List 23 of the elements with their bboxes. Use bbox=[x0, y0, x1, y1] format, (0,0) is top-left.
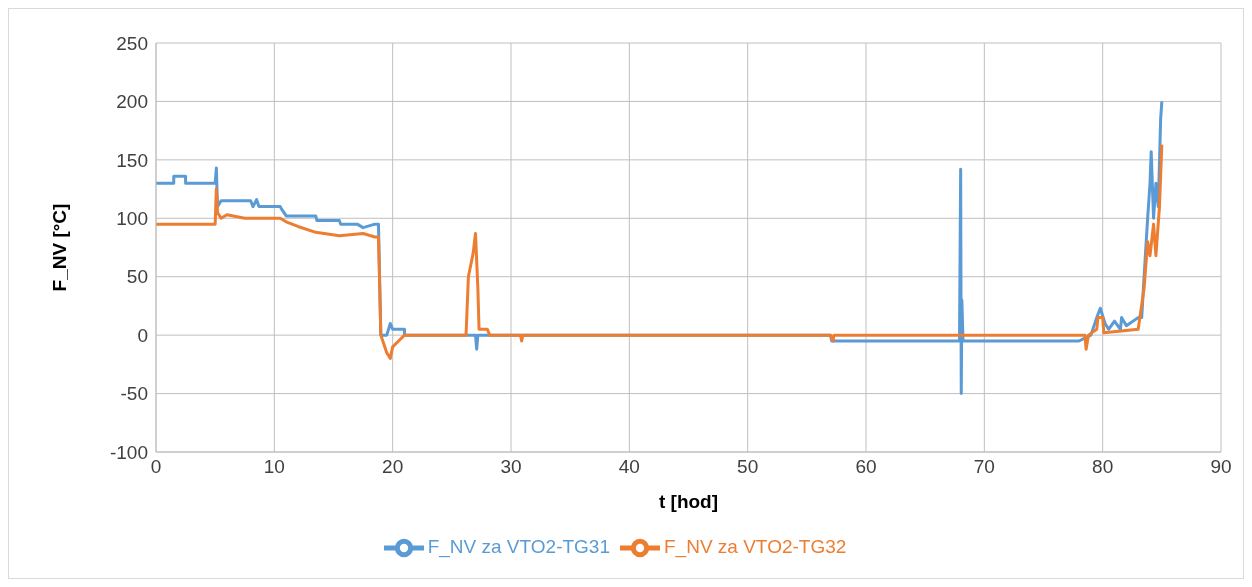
y-tick-label: 150 bbox=[116, 149, 148, 171]
x-tick-label: 70 bbox=[973, 456, 995, 478]
y-tick-label: 0 bbox=[137, 324, 148, 346]
y-tick-label: 100 bbox=[116, 208, 148, 230]
line-series bbox=[156, 143, 1164, 361]
x-axis-title: t [hod] bbox=[658, 491, 719, 512]
y-tick-label: -100 bbox=[109, 441, 148, 463]
legend-label: F_NV za VTO2-TG31 bbox=[427, 536, 610, 558]
y-axis-title: F_NV [°C] bbox=[48, 203, 70, 292]
x-tick-label: 40 bbox=[618, 456, 640, 478]
x-tick-label: 10 bbox=[263, 456, 285, 478]
y-tick-label: -50 bbox=[120, 383, 148, 405]
x-tick-label: 20 bbox=[382, 456, 404, 478]
x-tick-label: 60 bbox=[855, 456, 877, 478]
x-tick-label: 50 bbox=[737, 456, 759, 478]
x-tick-label: 0 bbox=[150, 456, 162, 478]
x-tick-label: 90 bbox=[1210, 456, 1232, 478]
y-tick-label: 250 bbox=[116, 32, 148, 54]
legend-label: F_NV za VTO2-TG32 bbox=[664, 536, 847, 558]
y-tick-label: 200 bbox=[116, 91, 148, 113]
x-tick-label: 30 bbox=[500, 456, 522, 478]
x-tick-label: 80 bbox=[1092, 456, 1114, 478]
y-tick-label: 50 bbox=[126, 266, 148, 288]
